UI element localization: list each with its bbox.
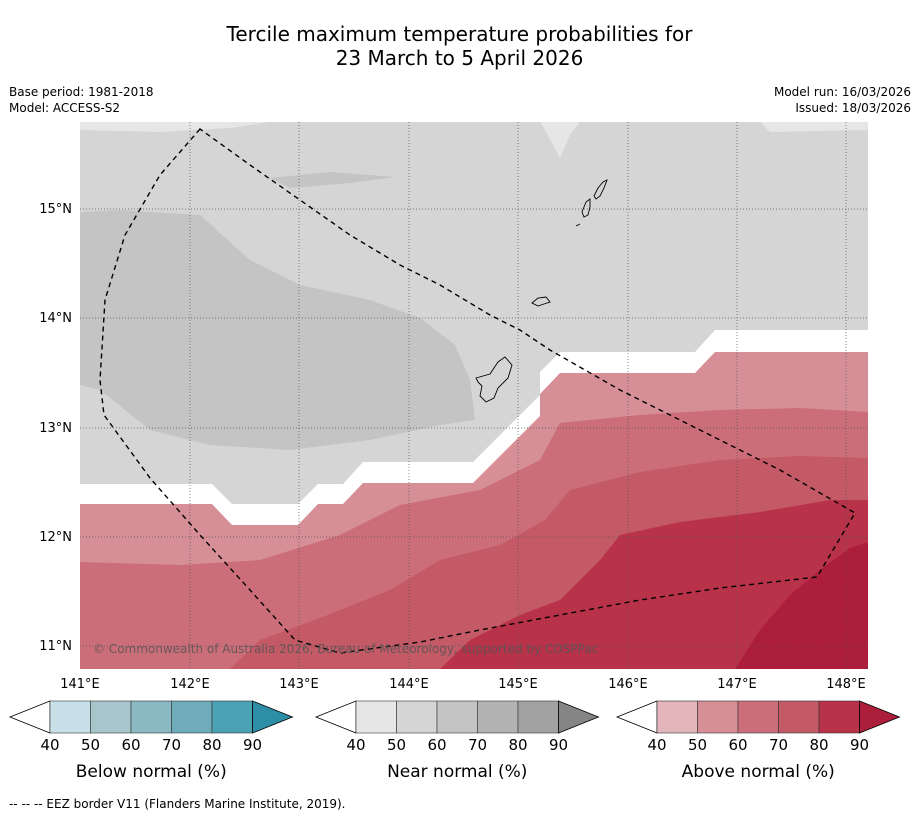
gridlines [80,122,868,669]
eez-border [99,128,856,654]
legend-near-tick: 60 [427,736,446,754]
chart-title: Tercile maximum temperature probabilitie… [0,22,919,70]
legend-below-tick: 70 [162,736,181,754]
lon-label-145: 145°E [498,677,538,692]
legend-below-tick: 60 [121,736,140,754]
legend-below-high-extend [252,700,294,734]
legend-near-segment-4 [517,700,559,734]
aguijan-island [575,223,581,227]
lon-label-144: 144°E [389,677,429,692]
above-normal-80-region [440,500,868,669]
legend-above-tick: 90 [850,736,869,754]
legend-below-low-extend [8,700,51,734]
legend-near-tick: 50 [387,736,406,754]
legend-above-tick: 40 [647,736,666,754]
issued-date: Issued: 18/03/2026 [795,101,911,115]
legend-above-segment-2 [737,700,779,734]
legend-above-segment-4 [818,700,860,734]
legend-below-segment-0 [49,700,91,734]
legend-near-tick: 70 [468,736,487,754]
legend-above-high-extend [859,700,901,734]
legend-near-tick: 90 [549,736,568,754]
meta-left: Base period: 1981-2018 Model: ACCESS-S2 [9,84,154,116]
legend-below-tick: 90 [243,736,262,754]
legend-above-tick: 50 [688,736,707,754]
legend-near-high-extend [558,700,600,734]
legend-near-segment-2 [436,700,478,734]
lat-label-13: 13°N [39,421,72,436]
legend-below-normal: 40 50 60 70 80 90 Below normal (%) [8,700,294,782]
near-normal-60-strip [270,172,395,188]
legend-near-low-extend [314,700,357,734]
legend-above-tick: 60 [728,736,747,754]
legend-below-label: Below normal (%) [76,762,227,782]
legend-below-segment-4 [211,700,253,734]
legend-below-segment-1 [90,700,132,734]
near-normal-40-region [80,122,868,158]
legend-above-tick: 70 [769,736,788,754]
legend-below-tick: 80 [202,736,221,754]
lon-label-146: 146°E [608,677,648,692]
legend-near-label: Near normal (%) [387,762,527,782]
lon-label-141: 141°E [60,677,100,692]
legend-above-label: Above normal (%) [682,762,835,782]
legend-above-segment-3 [778,700,820,734]
legend-below-segment-2 [130,700,172,734]
legend-near-tick: 80 [508,736,527,754]
lon-label-147: 147°E [717,677,757,692]
legend-near-segment-1 [396,700,438,734]
lat-label-11: 11°N [39,639,72,654]
lat-label-14: 14°N [39,311,72,326]
legend-below-segment-3 [171,700,213,734]
legend-near-segment-3 [477,700,519,734]
legend-near-normal: 40 50 60 70 80 90 Near normal (%) [314,700,600,782]
legend-above-tick: 80 [809,736,828,754]
legend-near-segment-0 [355,700,397,734]
rota-island [531,296,551,307]
legend-near-tick: 40 [346,736,365,754]
lon-labels: 141°E 142°E 143°E 144°E 145°E 146°E 147°… [60,677,866,692]
title-line-2: 23 March to 5 April 2026 [335,46,584,70]
islands [475,179,608,403]
probability-field [80,122,868,669]
guam-island [475,356,513,403]
lon-label-143: 143°E [279,677,319,692]
base-period: Base period: 1981-2018 [9,85,154,99]
legend-below-tick: 40 [40,736,59,754]
model-run: Model run: 16/03/2026 [773,85,911,99]
lat-label-15: 15°N [39,202,72,217]
legend-above-segment-1 [697,700,739,734]
legend-below-tick: 50 [81,736,100,754]
meta-right: Model run: 16/03/2026 Issued: 18/03/2026 [774,84,911,116]
above-normal-90-region [735,542,868,669]
saipan-island [593,179,608,200]
model-name: Model: ACCESS-S2 [9,101,121,115]
legend-above-segment-0 [656,700,698,734]
legend-above-low-extend [615,700,658,734]
title-line-1: Tercile maximum temperature probabilitie… [226,22,693,46]
lon-label-142: 142°E [170,677,210,692]
lat-label-12: 12°N [39,530,72,545]
near-normal-60-region [80,210,475,450]
footnote-eez: -- -- -- EEZ border V11 (Flanders Marine… [9,797,346,811]
legend-above-normal: 40 50 60 70 80 90 Above normal (%) [615,700,901,782]
lat-labels: 15°N 14°N 13°N 12°N 11°N [39,202,72,654]
tinian-island [581,198,591,218]
lon-label-148: 148°E [826,677,866,692]
copyright-text: © Commonwealth of Australia 2026, Bureau… [93,642,598,656]
